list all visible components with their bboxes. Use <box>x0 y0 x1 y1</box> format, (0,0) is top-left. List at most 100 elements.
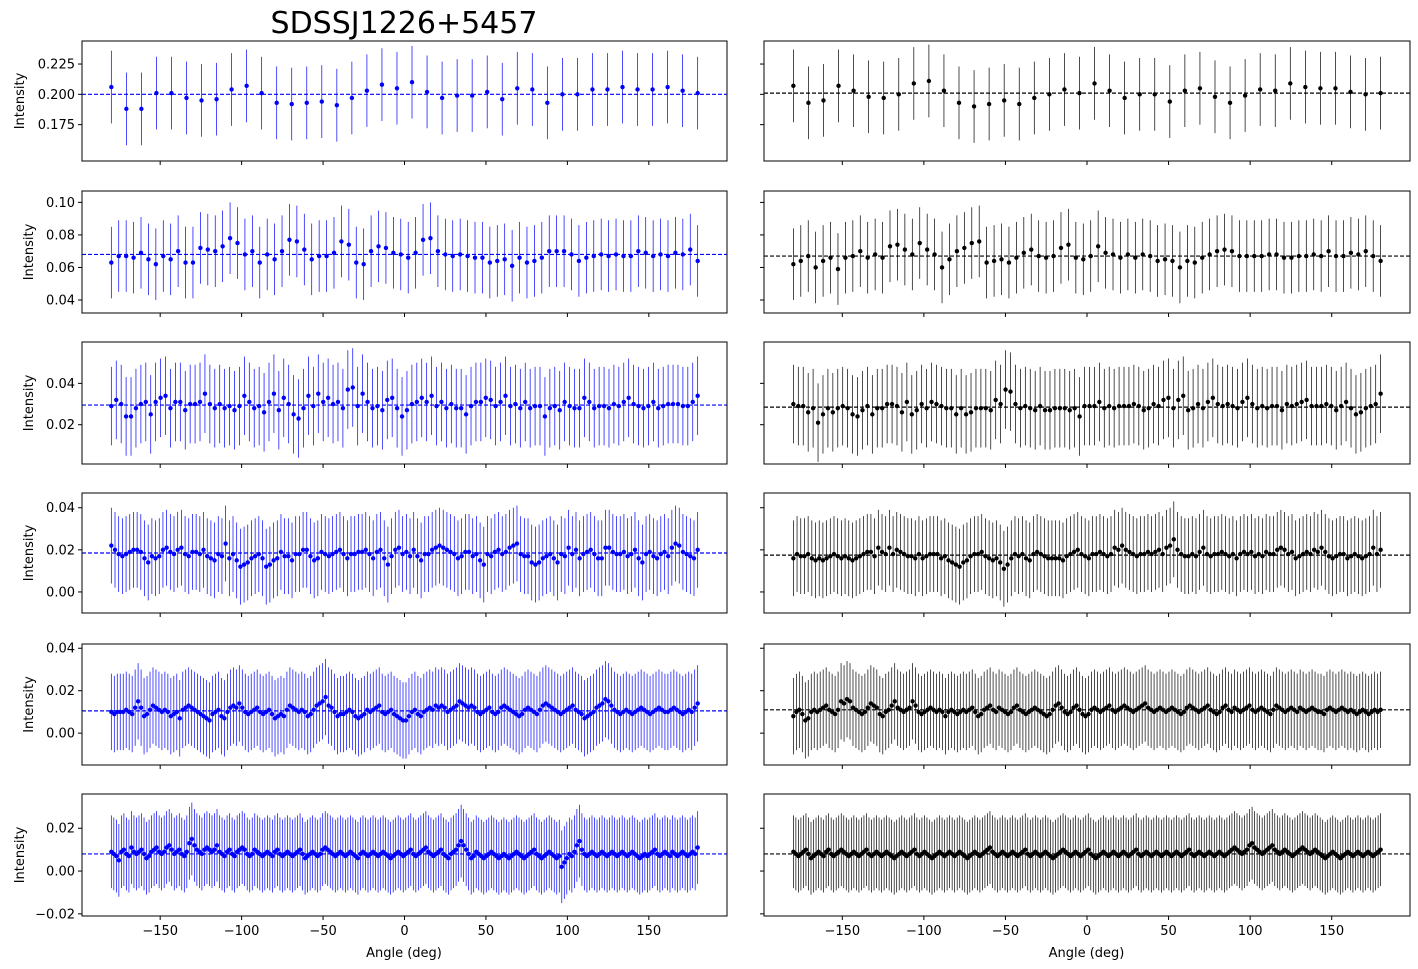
data-point <box>924 553 929 559</box>
data-point <box>426 551 431 557</box>
data-point <box>862 709 868 715</box>
data-point <box>898 549 903 555</box>
data-point <box>1315 549 1321 555</box>
data-point <box>830 410 836 415</box>
data-point <box>406 255 411 260</box>
data-point <box>1343 399 1349 405</box>
data-point <box>797 707 802 713</box>
data-point <box>197 399 203 405</box>
data-point <box>354 260 359 265</box>
data-point <box>601 403 607 409</box>
data-point <box>904 399 910 405</box>
axes-frame <box>81 643 728 766</box>
data-point <box>138 401 144 407</box>
data-point <box>269 711 275 717</box>
data-point <box>1088 253 1093 259</box>
data-point <box>1334 408 1339 413</box>
data-point <box>175 547 180 553</box>
data-point <box>620 84 625 90</box>
data-point <box>240 705 245 710</box>
data-point <box>1133 847 1139 852</box>
data-point <box>1363 248 1368 254</box>
data-point <box>503 549 509 555</box>
data-point <box>337 547 343 553</box>
data-point <box>163 393 168 398</box>
data-point <box>1053 556 1058 561</box>
data-point <box>1227 100 1233 106</box>
data-point <box>1092 81 1097 86</box>
data-point <box>1348 250 1354 256</box>
data-point <box>448 549 453 555</box>
data-point <box>662 549 667 555</box>
data-point <box>905 553 911 559</box>
data-point <box>1259 403 1265 409</box>
data-point <box>1155 258 1160 264</box>
data-point <box>217 401 222 407</box>
data-point <box>1244 847 1250 852</box>
data-point <box>688 247 693 252</box>
data-point <box>651 553 656 559</box>
data-point <box>973 709 978 715</box>
data-point <box>609 703 614 708</box>
data-point <box>1181 393 1186 398</box>
data-point <box>324 253 329 259</box>
data-point <box>116 253 121 259</box>
data-point <box>201 547 206 553</box>
data-point <box>153 262 159 267</box>
data-point <box>802 553 807 559</box>
data-point <box>190 549 195 555</box>
data-point <box>413 250 418 256</box>
data-point <box>131 547 136 553</box>
data-point <box>964 558 970 563</box>
data-point <box>993 709 999 715</box>
data-point <box>370 556 376 561</box>
data-point <box>1326 553 1332 559</box>
data-point <box>435 248 441 254</box>
data-point <box>1036 253 1041 259</box>
data-point <box>646 403 651 409</box>
data-point <box>641 405 646 411</box>
data-point <box>832 711 838 717</box>
data-point <box>695 701 700 706</box>
data-point <box>629 551 634 557</box>
data-point <box>1269 403 1275 409</box>
x-tick-label: −100 <box>224 924 260 939</box>
data-point <box>326 553 332 559</box>
data-point <box>1193 553 1199 559</box>
x-tick-label: 50 <box>1160 924 1177 939</box>
data-point <box>148 412 153 417</box>
data-point <box>1229 709 1234 715</box>
data-point <box>1082 553 1088 559</box>
data-point <box>264 564 269 569</box>
data-point <box>1252 253 1257 259</box>
data-point <box>685 403 691 409</box>
data-point <box>1190 405 1196 411</box>
data-point <box>1081 257 1086 262</box>
data-point <box>1219 549 1225 555</box>
y-tick-label: 0.08 <box>46 228 75 243</box>
data-point <box>1318 86 1323 91</box>
data-point <box>252 553 258 559</box>
data-point <box>1371 545 1376 550</box>
data-point <box>424 399 429 405</box>
data-point <box>256 551 262 557</box>
y-tick-label: 0.04 <box>46 501 75 516</box>
data-point <box>444 547 450 553</box>
y-tick-label: 0.02 <box>46 822 75 837</box>
data-point <box>1107 703 1112 708</box>
data-point <box>806 100 811 106</box>
data-point <box>177 847 182 852</box>
data-point <box>935 551 940 557</box>
data-point <box>1175 547 1180 553</box>
data-point <box>1153 549 1158 555</box>
y-tick-label: 0.225 <box>38 58 75 73</box>
data-point <box>806 253 811 259</box>
data-point <box>532 258 537 264</box>
data-point <box>227 556 232 561</box>
data-point <box>419 395 424 401</box>
data-point <box>910 252 915 257</box>
axes-frame <box>763 492 1411 614</box>
data-point <box>487 705 492 710</box>
data-point <box>109 403 114 409</box>
data-point <box>1378 391 1383 396</box>
